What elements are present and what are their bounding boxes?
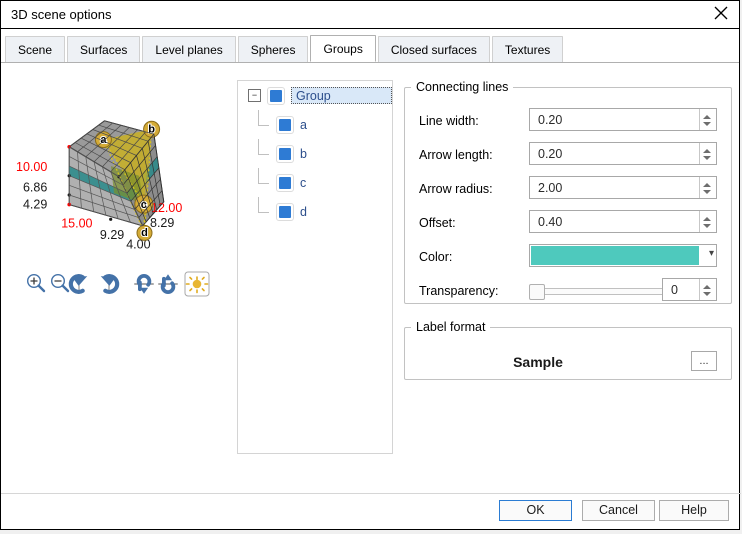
svg-text:10.00: 10.00 [16,160,47,174]
svg-text:4.29: 4.29 [23,198,47,212]
svg-text:15.00: 15.00 [61,217,92,231]
svg-text:12.00: 12.00 [151,201,182,215]
svg-text:d: d [141,227,148,239]
svg-text:8.29: 8.29 [150,216,174,230]
svg-text:9.29: 9.29 [100,228,124,242]
svg-text:b: b [148,124,155,136]
svg-text:6.86: 6.86 [23,181,47,195]
